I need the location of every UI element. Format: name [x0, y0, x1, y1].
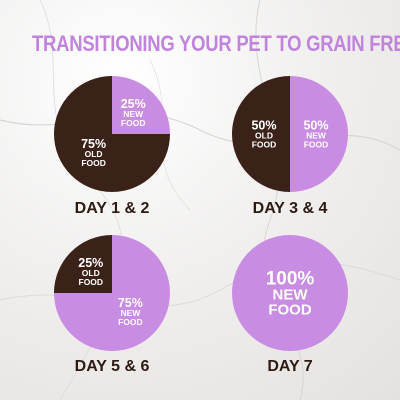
pie-slice-new-food	[112, 76, 170, 134]
slice-percent: 25%	[121, 97, 146, 111]
slice-name: NEW	[120, 308, 141, 318]
slice-percent: 50%	[303, 118, 328, 132]
slice-name: FOOD	[118, 317, 143, 327]
slice-name: OLD	[85, 149, 103, 159]
pie-slice-old-food	[54, 76, 170, 192]
slice-percent: 100%	[266, 269, 315, 290]
slice-name: FOOD	[79, 277, 104, 287]
slice-name: FOOD	[304, 139, 329, 149]
slice-name: FOOD	[121, 118, 146, 128]
day-label-5-6: DAY 5 & 6	[74, 358, 150, 375]
slice-name: NEW	[306, 130, 327, 140]
page-title: TRANSITIONING YOUR PET TO GRAIN FREE	[32, 31, 400, 56]
slice-name: FOOD	[81, 158, 106, 168]
day-label-7: DAY 7	[267, 358, 313, 375]
slice-percent: 75%	[81, 137, 106, 151]
slice-percent: 75%	[118, 296, 143, 310]
pie-slice-new-food	[232, 235, 348, 351]
slice-name: FOOD	[268, 302, 311, 319]
slice-name: OLD	[255, 130, 273, 140]
slice-percent: 25%	[78, 256, 103, 270]
slice-name: OLD	[82, 268, 100, 278]
slice-name: FOOD	[252, 139, 277, 149]
slice-name: NEW	[123, 109, 144, 119]
day-label-1-2: DAY 1 & 2	[74, 200, 150, 217]
pie-slice-new-food	[290, 76, 348, 192]
pie-slice-old-food	[232, 76, 290, 192]
slice-name: NEW	[273, 287, 309, 304]
day-label-3-4: DAY 3 & 4	[252, 200, 328, 217]
slice-percent: 50%	[251, 118, 276, 132]
pie-slice-old-food	[54, 235, 112, 293]
